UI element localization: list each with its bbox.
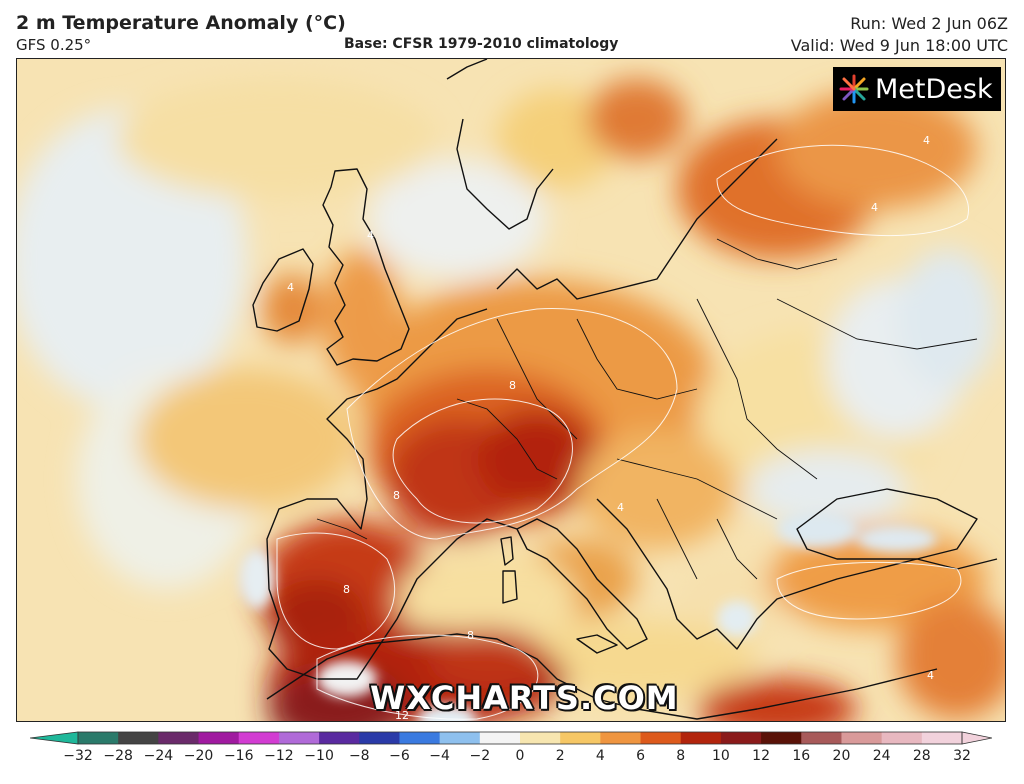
colorbar-segment (881, 732, 923, 744)
colorbar-segment (278, 732, 320, 744)
colorbar-tick-label: 28 (912, 748, 931, 764)
colorbar-tick-label: 16 (792, 748, 811, 764)
colorbar-tick-label: −6 (389, 748, 410, 764)
valid-time-label: Valid: Wed 9 Jun 18:00 UTC (790, 36, 1008, 55)
colorbar-segment (640, 732, 682, 744)
colorbar-segment (78, 732, 119, 744)
colorbar-segment (520, 732, 561, 744)
colorbar-tick-label: −8 (348, 748, 370, 764)
colorbar-tick-label: −4 (429, 748, 450, 764)
colorbar-segment (560, 732, 601, 744)
colorbar-segment (680, 732, 722, 744)
metdesk-logo-text: MetDesk (875, 73, 993, 105)
contour-label: 8 (509, 379, 516, 392)
colorbar-tick-label: 20 (832, 748, 851, 764)
colorbar-segment (921, 732, 963, 744)
borders (316, 238, 978, 580)
contour-label: 8 (393, 489, 400, 502)
colorbar-segment (359, 732, 400, 744)
colorbar-tick-label: −24 (143, 748, 174, 764)
colorbar-segment (439, 732, 481, 744)
colorbar-segment (841, 732, 883, 744)
contour-label: 4 (367, 229, 374, 242)
colorbar-segment (399, 732, 441, 744)
contour-label: 4 (927, 669, 934, 682)
colorbar-tick-label: 2 (555, 748, 565, 764)
climatology-base-label: Base: CFSR 1979-2010 climatology (344, 36, 619, 52)
colorbar-tick-label: −28 (103, 748, 133, 764)
contour-label: 8 (343, 583, 350, 596)
colorbar-tick-label: 12 (752, 748, 770, 764)
colorbar-tick-label: −32 (63, 748, 93, 764)
colorbar-segment (158, 732, 200, 744)
anomaly-map: 4 4 4 4 8 8 8 8 12 4 4 MetDe (16, 58, 1006, 722)
anomaly-contours (276, 144, 969, 720)
model-label: GFS 0.25° (16, 36, 92, 54)
metdesk-logo: MetDesk (833, 67, 1001, 111)
contour-label: 4 (923, 134, 930, 147)
colorbar-tick-label: 32 (953, 748, 971, 764)
colorbar-segment (118, 732, 159, 744)
contour-label: 12 (395, 709, 409, 721)
colorbar-tick-label: 8 (676, 748, 686, 764)
colorbar-segment (238, 732, 280, 744)
colorbar-tick-label: 24 (872, 748, 891, 764)
anomaly-map-svg: 4 4 4 4 8 8 8 8 12 4 4 (17, 59, 1005, 721)
contour-labels: 4 4 4 4 8 8 8 8 12 4 4 (287, 134, 934, 721)
contour-label: 8 (467, 629, 474, 642)
colorbar-tick-label: −16 (223, 748, 254, 764)
colorbar-segment (801, 732, 842, 744)
colorbar-arrow-left (30, 731, 79, 745)
colorbar-tick-label: 0 (515, 748, 525, 764)
colorbar-tick-label: −2 (469, 748, 491, 764)
colorbar-segment (720, 732, 762, 744)
colorbar-tick-label: 10 (711, 748, 730, 764)
colorbar-segment (319, 732, 360, 744)
colorbar-ticks: −32 −28 −24 −20 −16 −12 −10 −8 −6 −4 −2 0 2 4 6 8 10 12 16… (0, 748, 1024, 778)
anomaly-field-detail (239, 511, 937, 721)
chart-title: 2 m Temperature Anomaly (°C) (16, 12, 346, 34)
colorbar-tick-label: 6 (636, 748, 645, 764)
colorbar-tick-label: −20 (183, 748, 214, 764)
run-time-label: Run: Wed 2 Jun 06Z (850, 14, 1008, 33)
colorbar-outline (77, 731, 963, 745)
colorbar-tick-label: 4 (595, 748, 605, 764)
contour-label: 4 (287, 281, 294, 294)
contour-label: 4 (871, 201, 878, 214)
colorbar (30, 731, 992, 745)
contour-label: 4 (617, 501, 624, 514)
metdesk-burst-icon (839, 74, 869, 104)
coastlines (252, 59, 998, 720)
wxcharts-watermark: WXCHARTS.COM (370, 679, 679, 717)
colorbar-segment (198, 732, 240, 744)
colorbar-tick-label: −12 (264, 748, 294, 764)
colorbar-segment (761, 732, 802, 744)
colorbar-arrow-right (961, 731, 992, 745)
colorbar-tick-label: −10 (304, 748, 334, 764)
colorbar-segment (479, 732, 521, 744)
colorbar-segment (600, 732, 642, 744)
